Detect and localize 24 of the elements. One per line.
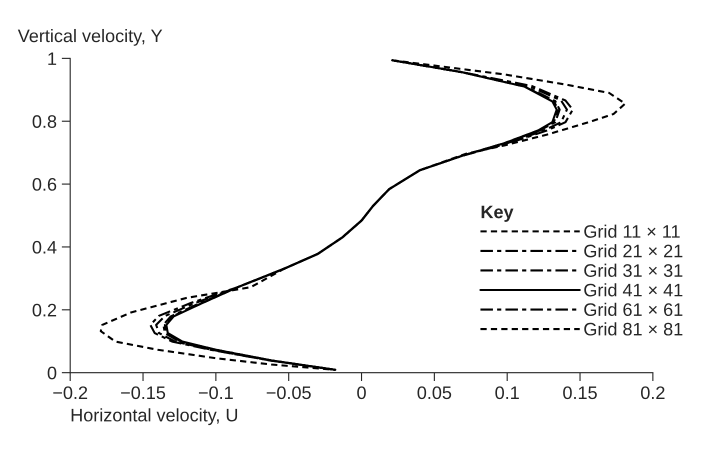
y-tick-label: 0.2	[32, 304, 56, 317]
y-tick-label: 1	[48, 52, 56, 65]
y-tick-label: 0.8	[32, 115, 56, 128]
x-axis-title: Horizontal velocity, U	[72, 408, 238, 426]
x-tick-label: 0.1	[495, 386, 519, 400]
x-tick-label: 0	[357, 386, 366, 400]
text: Grid 81 × 81	[584, 322, 682, 336]
x-tick-label: 0.2	[641, 386, 665, 400]
x-tick-label: −0.05	[266, 386, 311, 400]
y-axis-title: Vertical velocity, Y	[18, 28, 162, 46]
text: Grid 41 × 41	[584, 283, 682, 296]
text: Grid 11 × 11	[584, 224, 680, 238]
text: Grid 21 × 21	[584, 244, 682, 258]
x-tick-label: 0.05	[418, 386, 452, 400]
text: Grid 61 × 61	[584, 302, 682, 316]
x-tick-label: −0.15	[121, 386, 166, 400]
x-tick-label: −0.2	[53, 386, 88, 400]
y-tick-label: 0.4	[32, 240, 56, 254]
x-tick-label: 0.15	[563, 386, 597, 400]
x-tick-label: −0.1	[198, 386, 233, 400]
legend-title: Key	[482, 206, 514, 222]
y-tick-label: 0.6	[32, 178, 56, 191]
text: Grid 31 × 31	[584, 264, 682, 277]
y-tick-label: 0	[48, 366, 56, 380]
